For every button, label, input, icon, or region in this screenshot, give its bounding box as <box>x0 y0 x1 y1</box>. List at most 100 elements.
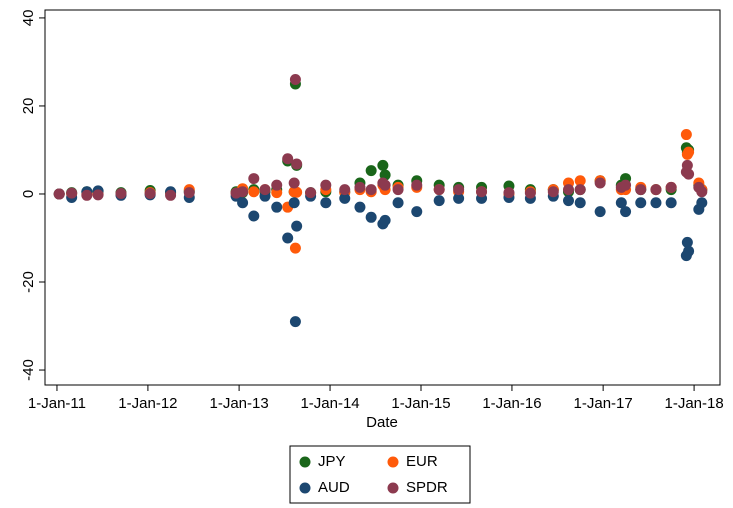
point <box>183 187 195 199</box>
point <box>635 197 647 209</box>
point <box>291 220 303 232</box>
point <box>635 184 647 196</box>
point <box>547 186 559 198</box>
point <box>503 187 515 199</box>
point <box>288 177 300 189</box>
point <box>271 179 283 191</box>
point <box>665 197 677 209</box>
y-tick-label: -40 <box>20 359 37 381</box>
point <box>665 181 677 193</box>
point <box>696 186 708 198</box>
y-tick-label: -20 <box>20 271 37 293</box>
point <box>271 201 283 213</box>
point <box>92 189 104 201</box>
point <box>339 192 351 204</box>
point <box>339 184 351 196</box>
x-tick-label: 1-Jan-18 <box>664 395 723 412</box>
point <box>563 184 575 196</box>
point <box>282 153 294 165</box>
point <box>620 206 632 218</box>
point <box>392 197 404 209</box>
point <box>433 195 445 207</box>
point <box>433 184 445 196</box>
point <box>320 197 332 209</box>
point <box>365 184 377 196</box>
point <box>289 242 301 254</box>
x-tick-label: 1-Jan-12 <box>118 395 177 412</box>
x-tick-label: 1-Jan-13 <box>210 395 269 412</box>
point <box>66 187 78 199</box>
x-tick-label: 1-Jan-17 <box>574 395 633 412</box>
y-tick-label: 0 <box>20 190 37 198</box>
point <box>411 206 423 218</box>
point <box>248 186 260 198</box>
x-axis-title: Date <box>366 414 398 431</box>
point <box>574 175 586 187</box>
point <box>476 186 488 198</box>
legend-label: EUR <box>406 453 438 470</box>
point <box>683 245 695 257</box>
point <box>650 197 662 209</box>
legend-label: JPY <box>318 453 346 470</box>
point <box>237 186 249 198</box>
point <box>377 159 389 171</box>
point <box>291 186 303 198</box>
point <box>320 179 332 191</box>
point <box>683 168 695 180</box>
point <box>615 197 627 209</box>
point <box>574 197 586 209</box>
point <box>524 187 536 199</box>
point <box>288 197 300 209</box>
x-tick-label: 1-Jan-11 <box>28 395 86 412</box>
point <box>453 192 465 204</box>
point <box>53 188 65 200</box>
point <box>680 129 692 141</box>
x-tick-label: 1-Jan-14 <box>300 395 359 412</box>
x-tick-label: 1-Jan-16 <box>482 395 541 412</box>
plot-frame <box>44 9 721 386</box>
point <box>696 197 708 209</box>
y-tick-label: 40 <box>20 10 37 27</box>
point <box>650 184 662 196</box>
point <box>594 206 606 218</box>
point <box>574 184 586 196</box>
legend-marker <box>387 456 399 468</box>
legend-box <box>289 445 471 504</box>
point <box>365 211 377 223</box>
point <box>620 179 632 191</box>
legend-marker <box>299 456 311 468</box>
point <box>248 173 260 185</box>
point <box>453 184 465 196</box>
point <box>563 195 575 207</box>
point <box>291 158 303 170</box>
point <box>248 210 260 222</box>
point <box>594 177 606 189</box>
legend-label: AUD <box>318 479 350 496</box>
legend-marker <box>299 482 311 494</box>
x-tick-label: 1-Jan-15 <box>391 395 450 412</box>
point <box>681 236 693 248</box>
point <box>354 181 366 193</box>
point <box>282 232 294 244</box>
legend-label: SPDR <box>406 479 448 496</box>
y-tick-label: 20 <box>20 98 37 115</box>
point <box>411 179 423 191</box>
point <box>365 165 377 177</box>
point <box>259 184 271 196</box>
point <box>392 184 404 196</box>
point <box>683 146 695 158</box>
legend-marker <box>387 482 399 494</box>
point <box>165 189 177 201</box>
point <box>305 187 317 199</box>
point <box>354 201 366 213</box>
point <box>379 214 391 226</box>
point <box>289 316 301 328</box>
point <box>289 74 301 86</box>
point <box>115 188 127 200</box>
point <box>379 179 391 191</box>
point <box>81 189 93 201</box>
point <box>144 188 156 200</box>
point <box>237 197 249 209</box>
point <box>681 159 693 171</box>
